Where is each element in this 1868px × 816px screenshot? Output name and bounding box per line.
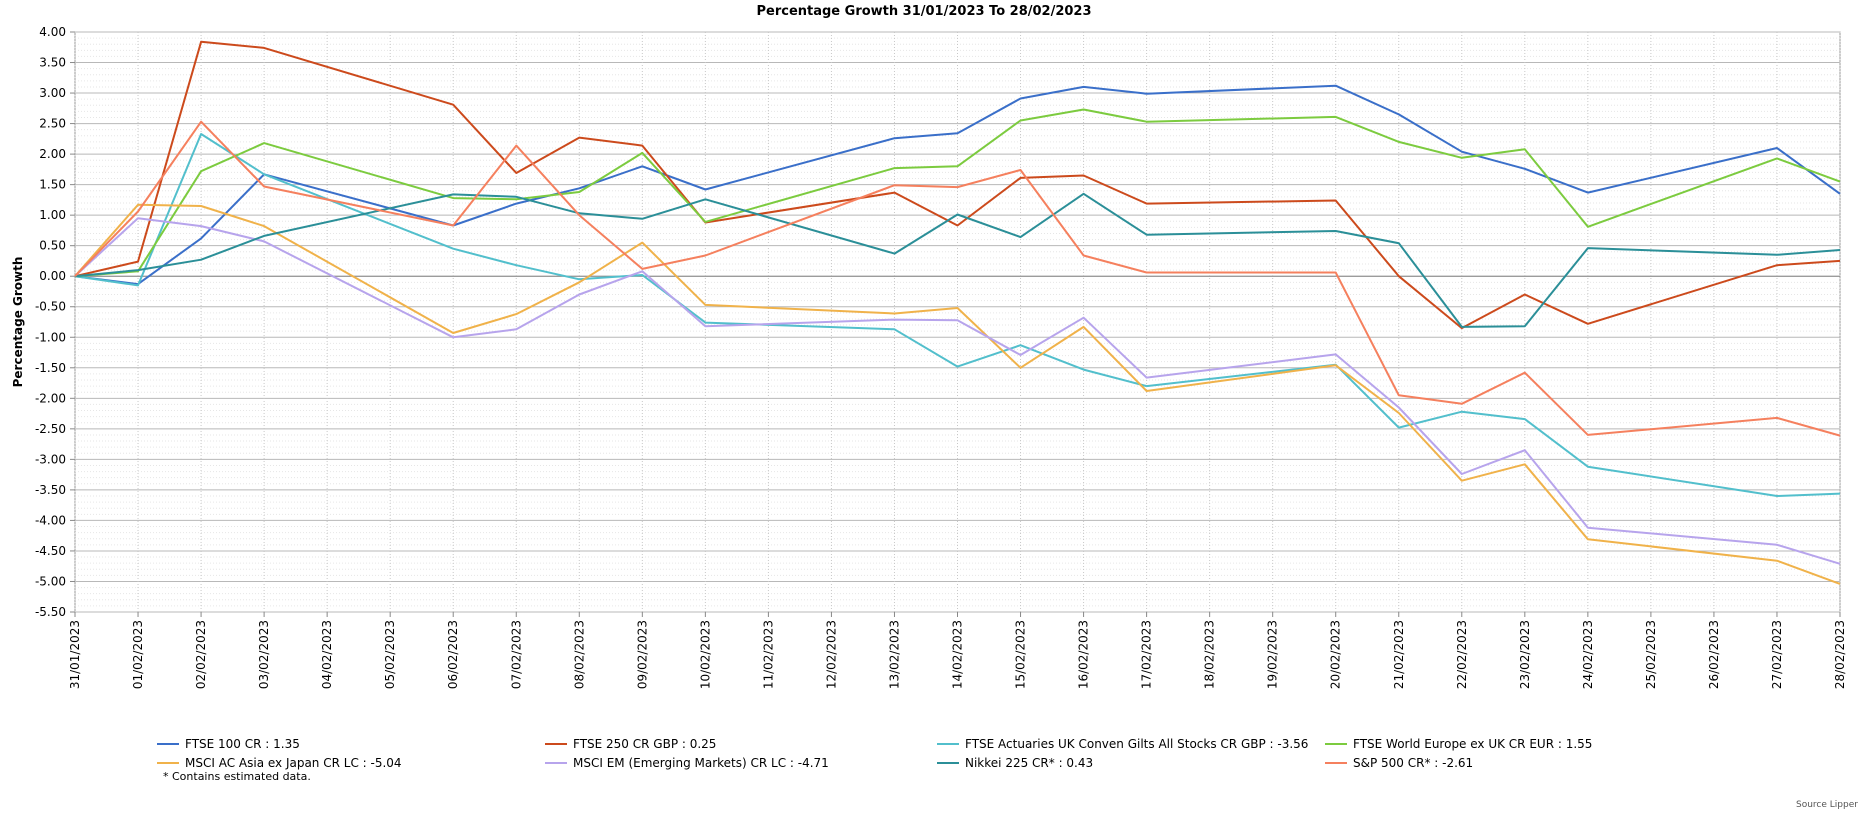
legend-label: MSCI EM (Emerging Markets) CR LC : -4.71	[573, 756, 829, 770]
y-tick-label: -4.00	[35, 513, 66, 527]
x-tick-label: 21/02/2023	[1392, 620, 1406, 689]
y-tick-label: 1.00	[39, 208, 66, 222]
x-tick-label: 02/02/2023	[194, 620, 208, 689]
y-tick-label: 3.00	[39, 86, 66, 100]
x-tick-label: 19/02/2023	[1266, 620, 1280, 689]
y-tick-label: -2.50	[35, 422, 66, 436]
x-tick-label: 03/02/2023	[257, 620, 271, 689]
y-tick-label: 0.00	[39, 269, 66, 283]
series-line	[74, 84, 1841, 286]
series-line	[74, 120, 1841, 437]
x-tick-label: 23/02/2023	[1518, 620, 1532, 689]
x-tick-label: 07/02/2023	[509, 620, 523, 689]
x-tick-label: 28/02/2023	[1833, 620, 1847, 689]
y-tick-label: -5.00	[35, 574, 66, 588]
legend-item: FTSE World Europe ex UK CR EUR : 1.55	[1325, 737, 1592, 751]
x-tick-label: 10/02/2023	[698, 620, 712, 689]
legend-swatch	[545, 742, 567, 745]
x-tick-label: 11/02/2023	[761, 620, 775, 689]
y-tick-label: -5.50	[35, 605, 66, 619]
series-line	[74, 192, 1841, 328]
legend-label: MSCI AC Asia ex Japan CR LC : -5.04	[185, 756, 402, 770]
y-tick-label: -3.50	[35, 483, 66, 497]
legend-item: FTSE 100 CR : 1.35	[157, 737, 300, 751]
source-note: Source Lipper	[1796, 800, 1858, 810]
legend-label: FTSE 100 CR : 1.35	[185, 737, 300, 751]
y-tick-label: -2.00	[35, 391, 66, 405]
x-tick-label: 16/02/2023	[1077, 620, 1091, 689]
x-tick-label: 17/02/2023	[1140, 620, 1154, 689]
legend-label: S&P 500 CR* : -2.61	[1353, 756, 1474, 770]
y-tick-label: -1.50	[35, 361, 66, 375]
x-tick-label: 27/02/2023	[1770, 620, 1784, 689]
x-tick-label: 04/02/2023	[320, 620, 334, 689]
axes: 4.00 3.50 3.00 2.50 2.00 1.50 1.00 0.50 0.00 -0.5…	[35, 25, 1847, 689]
x-tick-label: 01/02/2023	[131, 620, 145, 689]
x-tick-label: 05/02/2023	[383, 620, 397, 689]
x-tick-label: 18/02/2023	[1203, 620, 1217, 689]
x-tick-label: 09/02/2023	[635, 620, 649, 689]
grid	[74, 31, 1841, 613]
y-tick-label: -0.50	[35, 300, 66, 314]
legend-item: S&P 500 CR* : -2.61	[1325, 756, 1473, 770]
legend-swatch	[157, 742, 179, 745]
legend-label: FTSE 250 CR GBP : 0.25	[573, 737, 717, 751]
x-tick-label: 26/02/2023	[1707, 620, 1721, 689]
series-lines	[74, 40, 1841, 585]
legend-swatch	[1325, 761, 1347, 764]
series-line	[74, 108, 1841, 278]
series-line	[74, 217, 1841, 565]
legend-swatch	[157, 761, 179, 764]
x-tick-label: 31/01/2023	[68, 620, 82, 689]
y-axis-label: Percentage Growth	[11, 257, 25, 388]
footnote: * Contains estimated data.	[163, 770, 311, 783]
x-tick-label: 12/02/2023	[824, 620, 838, 689]
x-tick-label: 08/02/2023	[572, 620, 586, 689]
x-tick-label: 24/02/2023	[1581, 620, 1595, 689]
y-tick-label: 2.50	[39, 117, 66, 131]
legend-item: FTSE 250 CR GBP : 0.25	[545, 737, 716, 751]
y-tick-label: 2.00	[39, 147, 66, 161]
legend-label: Nikkei 225 CR* : 0.43	[965, 756, 1094, 770]
legend-item: FTSE Actuaries UK Conven Gilts All Stock…	[937, 737, 1308, 751]
y-tick-label: 3.50	[39, 56, 66, 70]
legend-swatch	[937, 761, 959, 764]
x-tick-label: 15/02/2023	[1014, 620, 1028, 689]
x-tick-label: 20/02/2023	[1329, 620, 1343, 689]
y-tick-label: 0.50	[39, 239, 66, 253]
x-tick-label: 14/02/2023	[951, 620, 965, 689]
legend-label: FTSE World Europe ex UK CR EUR : 1.55	[1353, 737, 1593, 751]
x-tick-label: 06/02/2023	[446, 620, 460, 689]
x-tick-label: 13/02/2023	[887, 620, 901, 689]
legend-swatch	[545, 761, 567, 764]
legend-swatch	[1325, 742, 1347, 745]
legend-item: Nikkei 225 CR* : 0.43	[937, 756, 1093, 770]
series-line	[74, 203, 1841, 585]
chart-title: Percentage Growth 31/01/2023 To 28/02/20…	[756, 4, 1091, 19]
legend-item: MSCI EM (Emerging Markets) CR LC : -4.71	[545, 756, 829, 770]
x-tick-label: 25/02/2023	[1644, 620, 1658, 689]
y-tick-label: -1.00	[35, 330, 66, 344]
legend-label: FTSE Actuaries UK Conven Gilts All Stock…	[965, 737, 1309, 751]
y-tick-label: -3.00	[35, 452, 66, 466]
y-tick-label: 4.00	[39, 25, 66, 39]
y-tick-label: 1.50	[39, 178, 66, 192]
y-tick-label: -4.50	[35, 544, 66, 558]
x-tick-label: 22/02/2023	[1455, 620, 1469, 689]
legend-swatch	[937, 742, 959, 745]
series-line	[74, 40, 1841, 330]
legend-item: MSCI AC Asia ex Japan CR LC : -5.04	[157, 756, 402, 770]
